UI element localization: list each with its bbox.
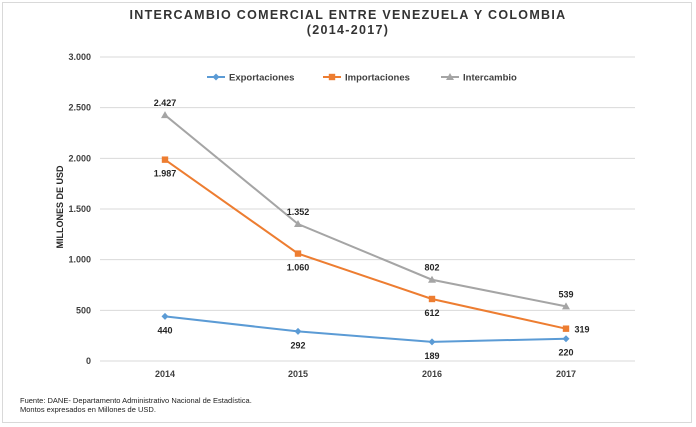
legend-label-exportaciones: Exportaciones <box>229 73 294 84</box>
data-point-exportaciones <box>294 327 302 335</box>
y-tick-label: 3.000 <box>68 52 91 62</box>
data-label-importaciones: 319 <box>574 325 589 335</box>
y-tick-label: 1.500 <box>68 204 91 214</box>
y-axis-label: MILLONES DE USD <box>55 165 65 249</box>
chart-title-block: INTERCAMBIO COMERCIAL ENTRE VENEZUELA Y … <box>0 8 696 38</box>
chart-frame <box>2 2 692 423</box>
data-label-exportaciones: 292 <box>290 340 305 350</box>
footer-source: Fuente: DANE- Departamento Administrativ… <box>20 396 252 405</box>
data-label-exportaciones: 220 <box>558 348 573 358</box>
legend-label-intercambio: Intercambio <box>463 73 517 84</box>
y-tick-label: 1.000 <box>68 255 91 265</box>
data-point-intercambio <box>562 302 570 310</box>
footer: Fuente: DANE- Departamento Administrativ… <box>20 396 252 414</box>
data-point-intercambio <box>428 275 436 283</box>
y-tick-label: 2.000 <box>68 153 91 163</box>
data-label-exportaciones: 440 <box>157 325 172 335</box>
data-point-intercambio <box>294 219 302 227</box>
data-label-intercambio: 1.352 <box>287 207 310 217</box>
series-line-importaciones <box>164 158 567 330</box>
series-line-intercambio <box>164 114 567 308</box>
data-label-intercambio: 2.427 <box>154 98 177 108</box>
legend-marker-importaciones <box>328 73 336 81</box>
data-point-importaciones <box>562 325 570 332</box>
data-point-importaciones <box>428 295 436 303</box>
legend-label-importaciones: Importaciones <box>345 73 410 84</box>
data-point-exportaciones <box>562 335 570 343</box>
data-point-intercambio <box>161 111 169 119</box>
x-tick-label: 2016 <box>422 369 442 379</box>
chart-title: INTERCAMBIO COMERCIAL ENTRE VENEZUELA Y … <box>129 8 567 22</box>
data-point-exportaciones <box>428 338 436 346</box>
y-tick-label: 500 <box>76 305 91 315</box>
y-tick-label: 0 <box>86 356 91 366</box>
x-tick-label: 2015 <box>288 369 308 379</box>
data-label-importaciones: 1.060 <box>287 263 310 273</box>
x-tick-label: 2014 <box>155 369 175 379</box>
data-label-importaciones: 612 <box>424 308 439 318</box>
legend-marker-exportaciones <box>212 73 220 81</box>
chart-subtitle: (2014-2017) <box>306 23 390 37</box>
data-label-intercambio: 802 <box>424 263 439 273</box>
data-point-importaciones <box>161 156 169 163</box>
data-label-exportaciones: 189 <box>424 351 439 361</box>
data-label-intercambio: 539 <box>558 289 573 299</box>
data-point-exportaciones <box>161 312 169 320</box>
footer-note: Montos expresados en Millones de USD. <box>20 405 156 414</box>
legend-marker-intercambio <box>446 73 454 80</box>
series-line-exportaciones <box>164 315 567 343</box>
data-label-importaciones: 1.987 <box>154 169 177 179</box>
data-point-importaciones <box>294 250 302 257</box>
x-tick-label: 2017 <box>556 369 576 379</box>
y-tick-label: 2.500 <box>68 103 91 113</box>
